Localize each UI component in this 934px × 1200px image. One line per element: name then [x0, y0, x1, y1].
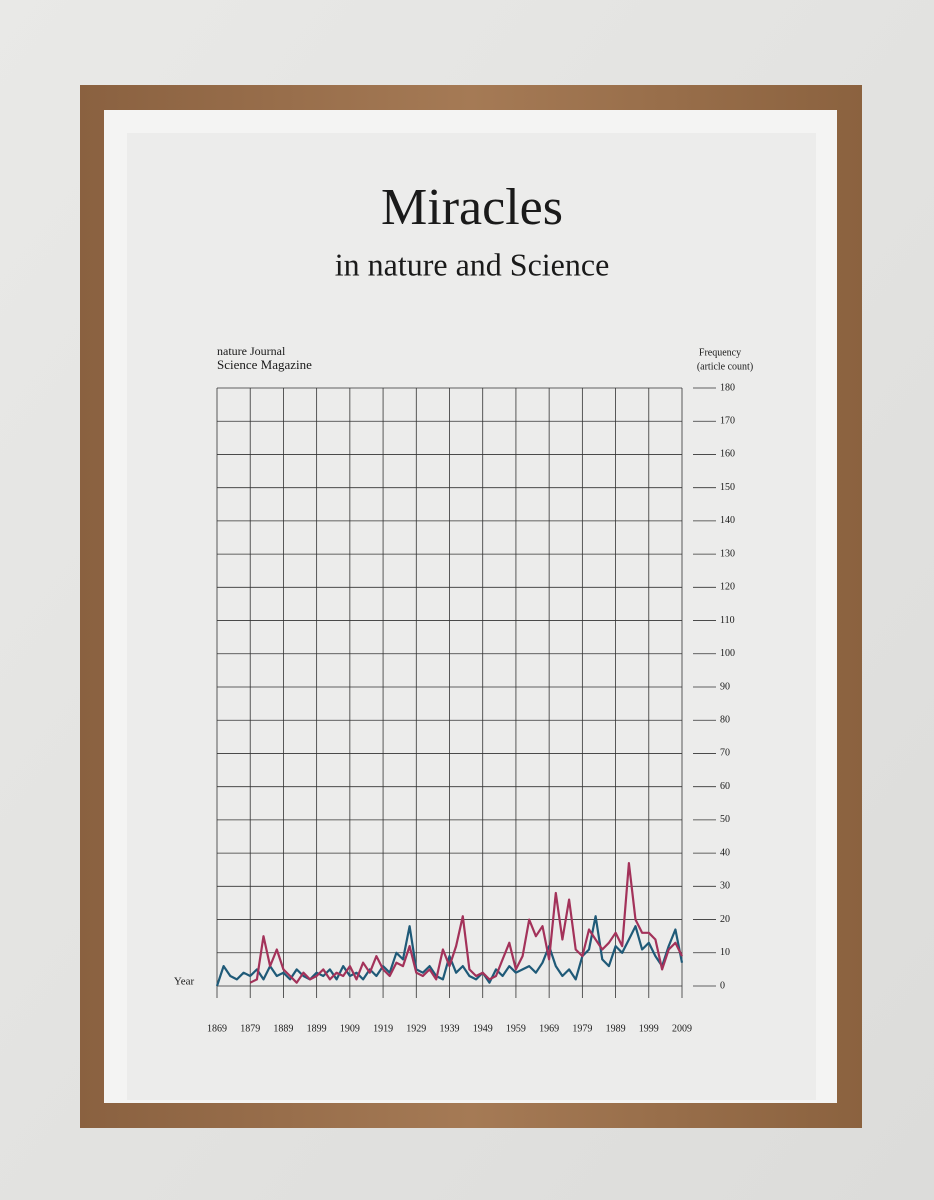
y-tick-label: 180 — [720, 382, 735, 393]
y-tick-label: 110 — [720, 615, 735, 626]
y-tick-label: 170 — [720, 416, 735, 427]
paper — [127, 133, 816, 1100]
title: Miracles — [381, 179, 563, 236]
y-tick-label: 90 — [720, 681, 730, 692]
x-tick-label: 1979 — [572, 1023, 592, 1034]
y-tick-label: 80 — [720, 715, 730, 726]
x-tick-label: 1939 — [440, 1023, 460, 1034]
x-tick-label: 1899 — [307, 1023, 327, 1034]
y-axis-label: Frequency — [699, 347, 741, 358]
x-axis-label: Year — [174, 976, 195, 988]
x-tick-label: 1959 — [506, 1023, 526, 1034]
y-tick-label: 140 — [720, 515, 735, 526]
series-line — [215, 915, 684, 987]
y-tick-label: 160 — [720, 449, 735, 460]
x-tick-label: 2009 — [672, 1023, 692, 1034]
legend-entry: Science Magazine — [217, 357, 312, 372]
x-tick-label: 1999 — [639, 1023, 659, 1034]
x-tick-label: 1929 — [406, 1023, 426, 1034]
legend-entry: nature Journal — [217, 344, 286, 358]
y-tick-label: 100 — [720, 648, 735, 659]
y-axis-label: (article count) — [697, 361, 753, 372]
x-tick-label: 1919 — [373, 1023, 393, 1034]
series-line — [249, 862, 683, 984]
x-tick-label: 1879 — [240, 1023, 260, 1034]
y-tick-label: 30 — [720, 881, 730, 892]
x-tick-label: 1869 — [207, 1023, 227, 1034]
x-tick-label: 1989 — [606, 1023, 626, 1034]
y-tick-label: 130 — [720, 548, 735, 559]
y-tick-label: 120 — [720, 582, 735, 593]
y-tick-label: 0 — [720, 980, 725, 991]
x-tick-label: 1909 — [340, 1023, 360, 1034]
y-tick-label: 50 — [720, 814, 730, 825]
x-tick-label: 1889 — [273, 1023, 293, 1034]
y-tick-label: 20 — [720, 914, 730, 925]
subtitle: in nature and Science — [335, 246, 610, 282]
y-tick-label: 150 — [720, 482, 735, 493]
y-tick-label: 70 — [720, 748, 730, 759]
y-tick-label: 40 — [720, 847, 730, 858]
x-tick-label: 1969 — [539, 1023, 559, 1034]
y-tick-label: 10 — [720, 947, 730, 958]
y-tick-label: 60 — [720, 781, 730, 792]
x-tick-label: 1949 — [473, 1023, 493, 1034]
